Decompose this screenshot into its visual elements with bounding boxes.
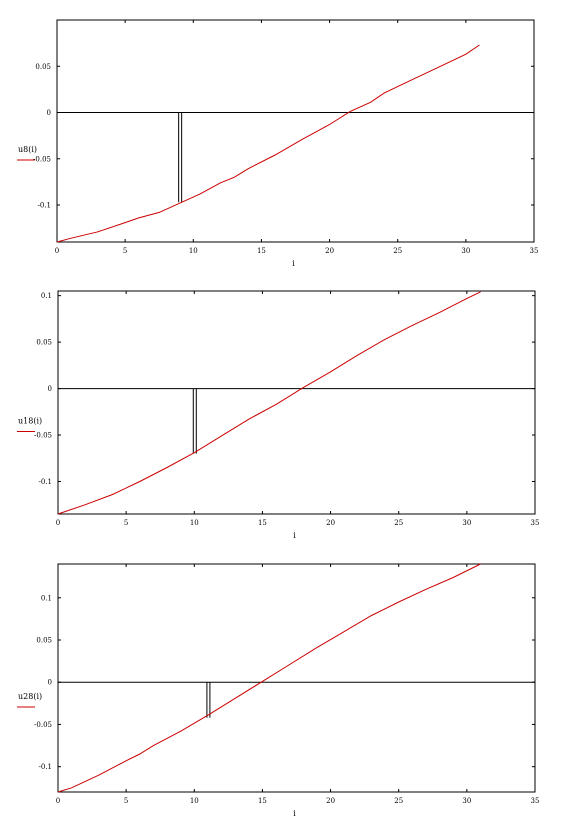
x-tick-label: 30 (462, 519, 471, 527)
x-tick-label: 15 (258, 519, 267, 527)
y-tick-label: 0.1 (41, 594, 52, 602)
y-tick-label: -0.05 (34, 432, 52, 440)
plot-frame (57, 563, 536, 793)
plot-frame (57, 290, 536, 515)
x-tick-label: 5 (124, 797, 128, 805)
legend-label: u28(i) (18, 692, 42, 701)
x-tick-label: 0 (55, 247, 59, 255)
legend-label: u8(i) (18, 145, 37, 154)
series-line (57, 563, 481, 793)
x-tick-label: 35 (531, 519, 540, 527)
x-axis-label: i (292, 259, 295, 268)
y-tick-label: -0.1 (39, 763, 53, 771)
x-tick-label: 15 (257, 247, 266, 255)
y-tick-label: -0.1 (38, 202, 52, 210)
y-tick-label: 0.1 (41, 292, 52, 300)
chart-panel: 0.05 0 -0.05 -0.1 0 5 10 15 20 25 30 35 i u8(i) (17, 19, 539, 268)
chart-panel: 0.1 0.05 0 -0.05 -0.1 0 5 10 15 20 25 30 35 i u18(i) (17, 290, 540, 540)
x-tick-label: 15 (258, 797, 267, 805)
chart-panel: 0.1 0.05 0 -0.05 -0.1 0 5 10 15 20 25 30 35 i u28(i) (17, 563, 540, 818)
y-tick-label: 0 (48, 679, 52, 687)
x-tick-label: 5 (124, 519, 128, 527)
x-tick-label: 20 (326, 519, 335, 527)
x-tick-label: 35 (530, 247, 539, 255)
x-tick-label: 0 (56, 519, 60, 527)
x-tick-label: 30 (461, 247, 470, 255)
x-tick-label: 10 (190, 797, 199, 805)
y-tick-label: 0 (47, 109, 51, 117)
x-axis-label: i (293, 531, 296, 540)
x-tick-label: 5 (123, 247, 127, 255)
x-tick-label: 10 (189, 247, 198, 255)
x-tick-label: 30 (462, 797, 471, 805)
y-tick-label: -0.05 (33, 155, 51, 163)
series-line (57, 291, 481, 515)
y-tick-label: 0.05 (36, 339, 52, 347)
legend-label: u18(i) (18, 417, 42, 426)
y-tick-label: -0.1 (39, 478, 53, 486)
y-tick-label: -0.05 (34, 721, 52, 729)
x-tick-label: 20 (326, 797, 335, 805)
x-tick-label: 10 (190, 519, 199, 527)
series-line (56, 44, 480, 243)
y-tick-label: 0.05 (36, 637, 52, 645)
x-tick-label: 0 (56, 797, 60, 805)
x-tick-label: 20 (325, 247, 334, 255)
y-tick-label: 0.05 (35, 63, 51, 71)
x-tick-label: 25 (393, 247, 402, 255)
x-tick-label: 25 (394, 797, 403, 805)
x-axis-label: i (293, 809, 296, 818)
y-tick-label: 0 (48, 385, 52, 393)
plot-frame (56, 19, 535, 243)
x-tick-label: 35 (531, 797, 540, 805)
x-tick-label: 25 (394, 519, 403, 527)
